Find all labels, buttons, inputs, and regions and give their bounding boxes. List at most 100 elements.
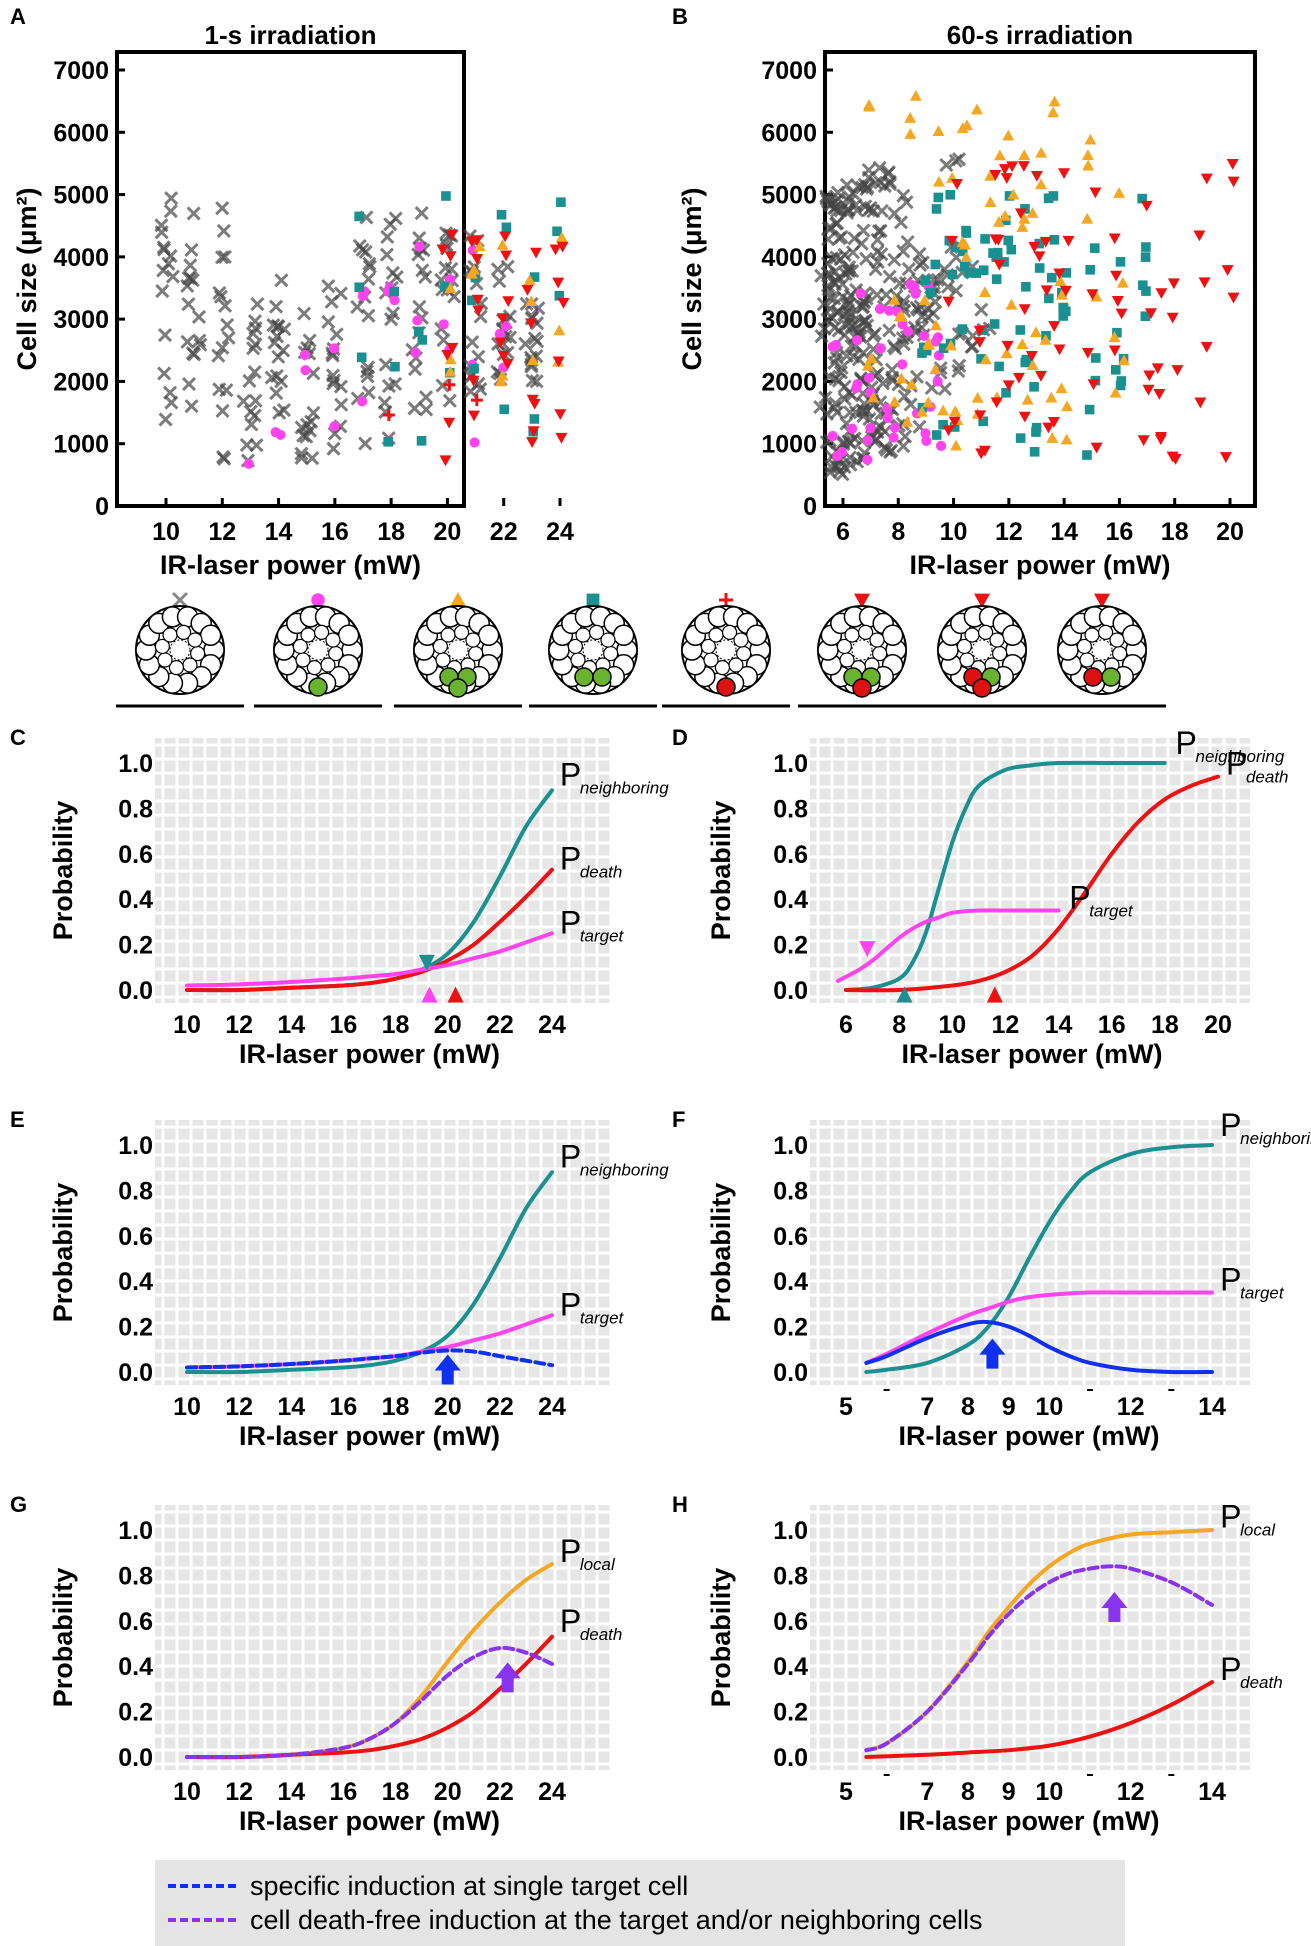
data-point <box>1111 365 1121 375</box>
curve-label-subscript: local <box>580 1555 616 1574</box>
data-point <box>1090 353 1101 363</box>
data-point <box>385 265 400 281</box>
data-point <box>895 372 908 384</box>
dead-cell <box>716 677 736 697</box>
data-point <box>1007 188 1020 200</box>
data-point <box>158 412 173 427</box>
data-point <box>862 454 873 465</box>
panel-label: E <box>10 1107 25 1132</box>
cell <box>162 627 178 643</box>
data-point <box>557 297 570 309</box>
data-point <box>439 226 454 241</box>
y-tick-label: 6000 <box>53 119 109 147</box>
induced-cell <box>592 667 612 687</box>
data-point <box>848 405 863 420</box>
data-point <box>842 296 857 311</box>
data-point <box>950 439 963 451</box>
data-point <box>978 416 988 427</box>
data-point <box>1115 308 1128 320</box>
data-point <box>552 277 565 289</box>
curve-label: P <box>1220 1107 1241 1143</box>
panel-label: A <box>10 4 26 29</box>
data-point <box>354 211 364 222</box>
cell <box>157 652 173 668</box>
curve-label-subscript: neighboring <box>1195 747 1284 766</box>
data-point <box>897 319 908 330</box>
data-point <box>846 349 861 364</box>
panel-label: B <box>672 4 688 29</box>
data-point <box>862 435 873 446</box>
data-point <box>1090 290 1103 302</box>
stele <box>1091 639 1113 661</box>
data-point <box>1116 276 1129 288</box>
data-point <box>1047 417 1060 428</box>
data-point <box>847 317 863 332</box>
y-axis-title: Cell size (μm²) <box>677 187 707 370</box>
schematic-item <box>798 593 926 708</box>
data-point <box>1018 411 1031 423</box>
data-point <box>1138 280 1148 290</box>
data-point <box>832 450 843 462</box>
data-point <box>930 259 941 270</box>
data-point <box>921 435 932 447</box>
data-point <box>501 358 514 370</box>
y-tick-label: 0.4 <box>118 1653 153 1681</box>
data-point <box>414 326 424 337</box>
data-point <box>960 251 973 263</box>
curve-label: P <box>560 1603 581 1639</box>
y-tick-label: 0.2 <box>773 932 808 960</box>
data-point <box>830 339 842 351</box>
data-point <box>827 291 842 306</box>
curve-label-subscript: target <box>580 1308 625 1327</box>
panel-label: G <box>10 1492 27 1517</box>
series-target <box>864 1290 1214 1365</box>
data-point <box>1081 347 1094 359</box>
data-point <box>920 275 931 285</box>
stele <box>851 639 873 661</box>
x-tick-label: 18 <box>382 1011 410 1039</box>
data-point <box>866 328 881 343</box>
data-point <box>1006 244 1017 255</box>
panel-h: H 0.0 0.2 0.4 0.6 0.8 1.0 5 7 8 9 10 12 14 IR-laser po… <box>672 1492 1283 1836</box>
data-point <box>329 327 344 342</box>
x-tick-label: 20 <box>434 1011 462 1039</box>
data-point <box>990 397 1003 409</box>
data-point <box>994 361 1004 372</box>
data-point <box>970 103 983 115</box>
data-point <box>217 451 232 466</box>
cell <box>881 624 904 646</box>
data-point <box>243 458 254 469</box>
y-tick-label: 1000 <box>53 431 109 459</box>
curve-label: P <box>1220 1499 1241 1535</box>
y-tick-label: 0.6 <box>773 1223 808 1251</box>
data-point <box>1115 257 1126 267</box>
cell <box>168 660 185 676</box>
x-tick-label: 12 <box>225 1011 253 1039</box>
x-tick-label: 18 <box>1161 518 1189 546</box>
data-point <box>1166 451 1179 463</box>
data-point <box>973 325 986 337</box>
x-tick-label: 24 <box>538 1778 566 1806</box>
data-point <box>959 261 970 271</box>
data-point <box>956 236 969 248</box>
data-point <box>1115 380 1126 391</box>
x-tick-label: 20 <box>1216 518 1244 546</box>
curve-label-subscript: neighboring <box>1240 1129 1311 1148</box>
data-point <box>247 365 262 380</box>
data-point <box>820 312 835 327</box>
data-point <box>939 158 954 173</box>
data-point <box>828 458 843 474</box>
x-tick-label: 16 <box>1098 1011 1126 1039</box>
data-point <box>503 330 518 345</box>
data-point <box>362 256 377 271</box>
series-specific <box>864 1319 1214 1375</box>
data-point <box>1040 285 1053 297</box>
x-axis-title: IR-laser power (mW) <box>160 550 421 580</box>
x-tick-label: 12 <box>225 1393 253 1421</box>
data-point <box>887 206 902 221</box>
data-point <box>1015 433 1026 443</box>
data-point <box>852 379 863 390</box>
x-tick-label: 18 <box>377 518 405 546</box>
y-tick-label: 0.6 <box>773 1608 808 1636</box>
data-point <box>1031 422 1042 433</box>
